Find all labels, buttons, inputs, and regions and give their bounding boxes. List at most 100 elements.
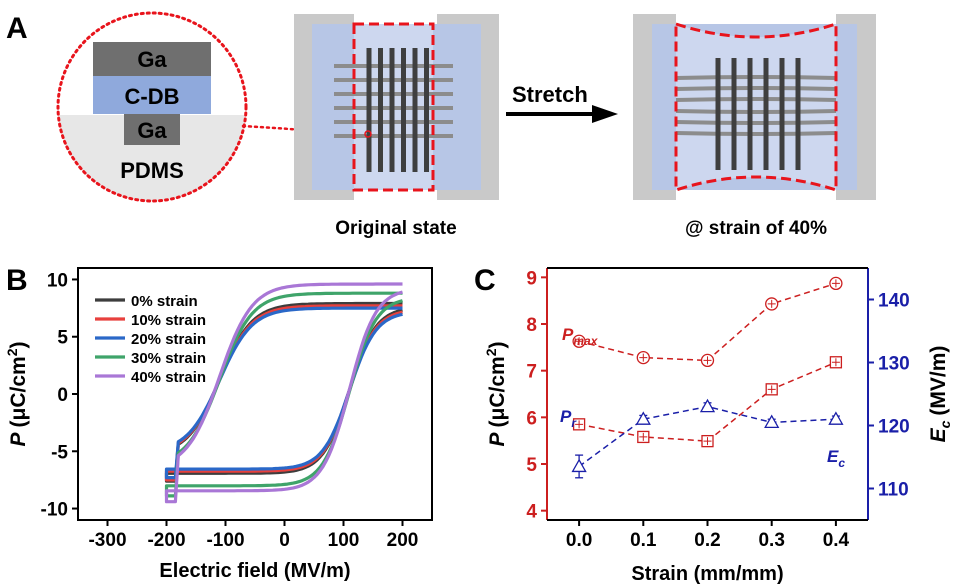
- x-tick-label-b: 200: [387, 530, 419, 551]
- marker-cross: [767, 299, 776, 308]
- zoom-spot: [364, 130, 372, 138]
- x-tick-label-c: 0.1: [630, 530, 657, 551]
- grid-vertical-line: [412, 48, 418, 172]
- series-label-sub: max: [573, 334, 598, 348]
- grid-vertical-line: [715, 58, 721, 170]
- x-axis-label-b: Electric field (MV/m): [159, 560, 350, 582]
- grid-vertical-line: [424, 48, 429, 172]
- panel-label-c: C: [474, 264, 496, 297]
- loop-series-4: [164, 282, 403, 504]
- x-tick-label-c: 0.0: [566, 530, 592, 551]
- layer-stack-zoom: Ga C-DB Ga PDMS: [56, 11, 248, 203]
- grid-horizontal-line: [675, 86, 837, 91]
- panel-label-b: B: [6, 264, 28, 297]
- marker-cross: [639, 353, 648, 362]
- y-right-tick-label-c: 110: [878, 480, 909, 501]
- grid-horizontal-line: [675, 97, 837, 102]
- y-tick-label-b: -5: [51, 442, 68, 463]
- y-left-tick-label-c: 8: [526, 315, 537, 336]
- series-line-P_r: [578, 361, 837, 442]
- layer-label-ga-bottom: Ga: [137, 118, 167, 143]
- series-label-main: P: [562, 325, 574, 344]
- grid-vertical-line: [389, 48, 395, 172]
- marker-cross: [831, 279, 840, 288]
- layer-label-cdb: C-DB: [125, 84, 180, 109]
- y-tick-label-b: 10: [47, 270, 68, 291]
- legend-label-3: 30% strain: [131, 350, 206, 367]
- y-tick-label-b: 5: [57, 328, 68, 349]
- layer-label-ga-top: Ga: [137, 47, 167, 72]
- layer-cdb: [93, 76, 211, 114]
- grid-vertical-line: [795, 58, 801, 170]
- grid-horizontal-line: [675, 120, 837, 125]
- chart-b-hysteresis: -300 -200 -100 0 100 200 -10 -5 0 5 10 Electric fie…: [4, 267, 433, 582]
- y-axis-label-b-sup: 2: [4, 348, 20, 356]
- marker-E_c: [571, 458, 587, 473]
- grid-vertical-line: [763, 58, 769, 170]
- y-right-label-sub: c: [937, 420, 953, 428]
- stretch-zone-stretched: [676, 24, 836, 190]
- y-left-tick-label-c: 7: [526, 362, 537, 383]
- y-left-label-unit: (μC/cm: [486, 356, 509, 427]
- device-stretched: [633, 14, 876, 200]
- y-left-label-sup: 2: [483, 348, 499, 356]
- grid-vertical-line: [378, 48, 383, 172]
- grid-vertical-line: [401, 48, 406, 172]
- series-label-P_max: Pmax: [562, 325, 599, 348]
- grid-horizontal-line: [675, 75, 837, 80]
- marker-E_c: [635, 411, 651, 425]
- series-label-main: E: [827, 447, 839, 466]
- chart-c-strain: 0.0 0.1 0.2 0.3 0.4 4 5 6 7 8 9 110 120 130 140 Strain …: [483, 267, 953, 585]
- x-tick-label-c: 0.3: [758, 530, 784, 551]
- grid-vertical-line: [731, 58, 737, 170]
- grid-vertical-line: [747, 58, 753, 170]
- dashed-outline-stretched: [674, 21, 838, 193]
- x-tick-label-b: 100: [328, 530, 360, 551]
- marker-E_c: [699, 398, 716, 413]
- electrode-grid-stretched: [675, 58, 837, 170]
- series-line-P_max: [578, 282, 837, 362]
- y-tick-label-b: -10: [41, 500, 68, 521]
- dashed-outline-original: [352, 22, 435, 192]
- caption-strain-40: @ strain of 40%: [685, 218, 827, 239]
- y-axis-label-b-italic: P: [7, 432, 30, 447]
- grid-horizontal-line: [675, 131, 837, 136]
- marker-E_c: [828, 411, 844, 425]
- y-tick-label-b: 0: [57, 385, 68, 406]
- marker-cross: [575, 337, 584, 346]
- legend-label-1: 10% strain: [131, 312, 206, 329]
- series-label-sub: r: [571, 416, 577, 430]
- x-tick-label-b: -300: [88, 530, 126, 551]
- panel-label-a: A: [6, 12, 28, 45]
- marker-cross: [703, 356, 712, 365]
- marker-cross: [831, 358, 840, 367]
- y-right-label-italic: E: [927, 427, 950, 442]
- series-label-P_r: Pr: [560, 407, 577, 430]
- legend-label-2: 20% strain: [131, 331, 206, 348]
- y-axis-label-b-unit: (μC/cm: [7, 356, 30, 427]
- x-tick-label-b: -100: [206, 530, 244, 551]
- grid-vertical-line: [366, 48, 372, 172]
- series-label-main: P: [560, 407, 572, 426]
- device-original: [294, 14, 499, 200]
- panel-b: B -300 -200 -100 0 100 200 -10 -5 0 5 10 Electric f…: [4, 264, 433, 582]
- marker-cross: [703, 437, 712, 446]
- y-left-axis-label-c: P (μC/cm2): [483, 341, 509, 446]
- y-axis-label-b-close: ): [7, 341, 30, 348]
- y-left-tick-label-c: 9: [526, 268, 537, 289]
- y-right-tick-label-c: 140: [878, 291, 910, 312]
- y-left-tick-label-c: 4: [526, 502, 537, 523]
- y-left-label-close: ): [486, 341, 509, 348]
- y-left-tick-label-c: 6: [526, 408, 537, 429]
- marker-cross: [639, 432, 648, 441]
- x-tick-label-c: 0.4: [823, 530, 850, 551]
- caption-original-state: Original state: [335, 218, 456, 239]
- x-tick-label-b: -200: [147, 530, 185, 551]
- grid-horizontal-line: [675, 109, 837, 114]
- layer-ga-top: [93, 42, 211, 76]
- y-right-tick-label-c: 130: [878, 354, 910, 375]
- layer-label-pdms: PDMS: [120, 158, 184, 183]
- y-left-tick-label-c: 5: [526, 455, 537, 476]
- series-label-sub: c: [838, 456, 845, 470]
